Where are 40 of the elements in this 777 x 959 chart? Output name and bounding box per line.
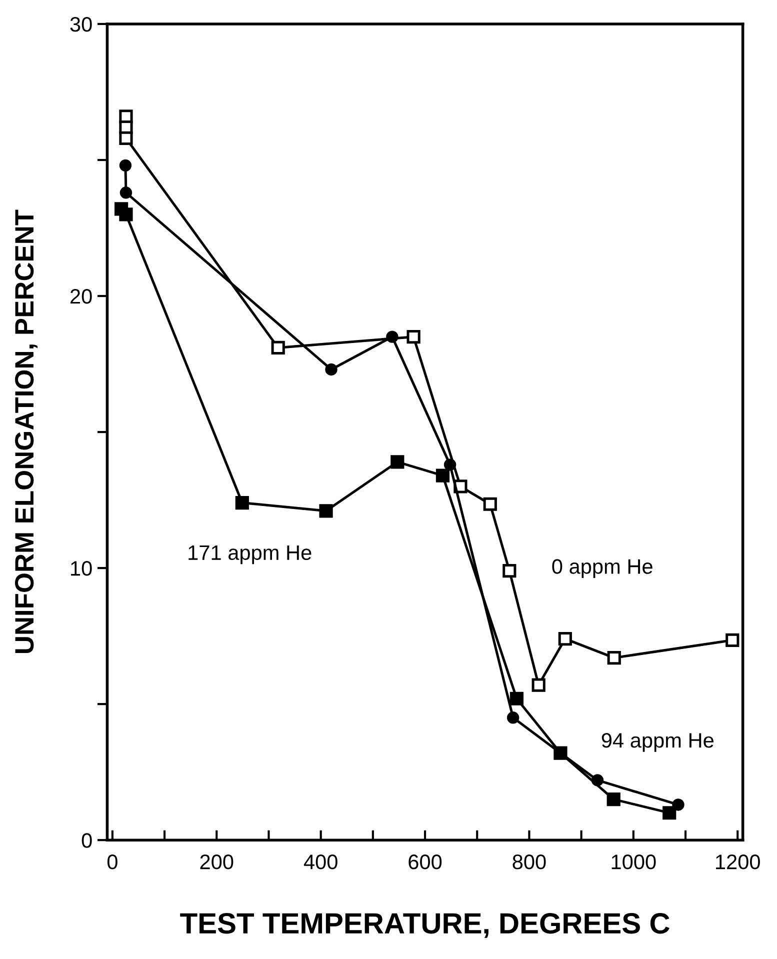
x-tick-label: 600 [408,854,442,870]
x-tick-label: 400 [304,854,338,870]
x-tick-label: 1000 [612,854,656,870]
point [436,468,450,482]
point [483,497,497,511]
point [558,632,572,646]
point [444,458,456,471]
x-tick-label: 0 [107,854,118,870]
point [325,363,338,376]
x-tick-label: 800 [512,854,546,870]
point [319,504,333,518]
point [672,798,684,811]
point [532,678,546,692]
y-tick-label: 0 [82,833,92,848]
point [607,651,621,665]
point [235,496,249,510]
point [506,712,520,724]
point [606,792,620,806]
series-label: 171 appm He [188,546,312,564]
point [510,692,524,706]
y-tick-label: 20 [70,289,92,304]
point [120,186,132,199]
point [119,131,133,146]
point [119,159,132,172]
y-axis-title: UNIFORM ELONGATION, PERCENT [15,210,38,654]
point [662,806,676,820]
point [406,330,420,344]
y-tick-label: 30 [70,16,92,32]
point [119,208,133,222]
y-tick-label: 10 [71,561,92,576]
point [271,340,285,355]
point [502,564,516,578]
x-axis-title: TEST TEMPERATURE, DEGREES C [180,913,670,938]
x-tick-label: 1200 [716,854,760,870]
x-tick-label: 200 [200,854,234,870]
series-label: 0 appm He [552,559,652,578]
point [386,330,398,343]
series-label: 94 appm He [602,732,714,752]
point [726,633,740,647]
point [390,455,404,469]
